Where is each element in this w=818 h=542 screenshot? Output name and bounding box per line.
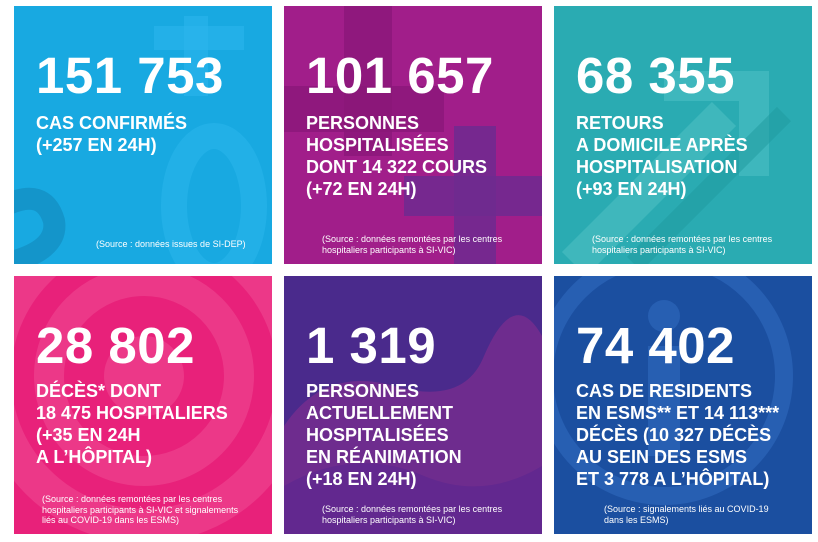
stat-source: (Source : signalements liés au COVID-19 …	[604, 504, 769, 525]
arrow-graphic	[561, 71, 792, 264]
stat-source: (Source : données issues de SI-DEP)	[96, 239, 246, 249]
stat-value: 101 657	[306, 47, 494, 104]
stat-source: (Source : données remontées par les cent…	[322, 234, 503, 255]
stat-value: 74 402	[576, 317, 735, 374]
stat-description: PERSONNES HOSPITALISÉES DONT 14 322 COUR…	[306, 113, 488, 199]
stat-tile-deaths: 28 802 DÉCÈS* DONT 18 475 HOSPITALIERS (…	[14, 276, 272, 534]
stat-tile-hospitalized: 101 657 PERSONNES HOSPITALISÉES DONT 14 …	[284, 6, 542, 264]
plus-sign-graphic	[284, 6, 542, 264]
target-circles-graphic	[14, 276, 272, 534]
stat-description: CAS DE RESIDENTS EN ESMS** ET 14 113*** …	[576, 381, 780, 489]
stat-value: 151 753	[36, 47, 224, 104]
stat-description: PERSONNES ACTUELLEMENT HOSPITALISÉES EN …	[306, 381, 462, 489]
stat-source: (Source : données remontées par les cent…	[322, 504, 503, 525]
stat-description: DÉCÈS* DONT 18 475 HOSPITALIERS (+35 EN …	[36, 381, 228, 467]
decorative-numbers-graphic	[14, 16, 267, 264]
stat-source: (Source : données remontées par les cent…	[592, 234, 773, 255]
stat-value: 28 802	[36, 317, 195, 374]
stat-value: 68 355	[576, 47, 735, 104]
stat-source: (Source : données remontées par les cent…	[42, 494, 239, 525]
stat-description: CAS CONFIRMÉS (+257 EN 24H)	[36, 113, 188, 155]
stat-tile-esms: 74 402 CAS DE RESIDENTS EN ESMS** ET 14 …	[554, 276, 812, 534]
stat-tile-returns-home: 68 355 RETOURS A DOMICILE APRÈS HOSPITAL…	[554, 6, 812, 264]
info-icon-graphic	[554, 276, 793, 505]
stat-tile-confirmed-cases: 151 753 CAS CONFIRMÉS (+257 EN 24H) (Sou…	[14, 6, 272, 264]
stat-value: 1 319	[306, 317, 437, 374]
stat-description: RETOURS A DOMICILE APRÈS HOSPITALISATION…	[576, 113, 748, 199]
wave-graphic	[284, 315, 542, 534]
stat-tile-intensive-care: 1 319 PERSONNES ACTUELLEMENT HOSPITALISÉ…	[284, 276, 542, 534]
